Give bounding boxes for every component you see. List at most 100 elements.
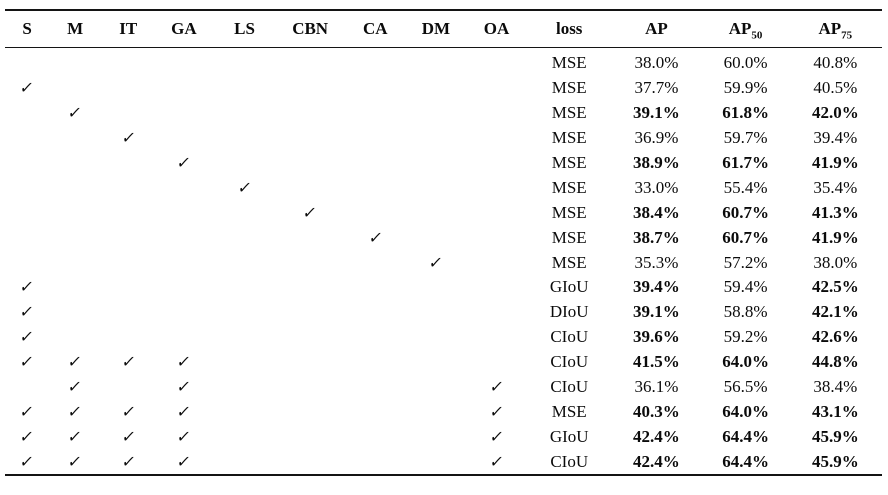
ap50-value-cell: 57.2% <box>723 252 768 272</box>
check-cell-oa <box>465 225 528 250</box>
check-cell-ca <box>344 76 407 101</box>
checkmark-icon: ✓ <box>119 451 137 471</box>
ap-value-cell: 39.1% <box>633 302 680 322</box>
loss-cell: MSE <box>551 227 587 247</box>
table-row-13: ✓ ✓ ✓ ✓ CIoU 41.5% 64.0% 44.8% <box>5 350 882 375</box>
check-cell-ls <box>212 48 276 76</box>
column-header-label: LS <box>234 19 255 38</box>
check-cell-it <box>101 101 155 126</box>
ap75-value-cell: 41.9% <box>811 227 859 247</box>
checkmark-icon: ✓ <box>175 377 193 397</box>
ap50-value-cell: 64.0% <box>722 401 769 421</box>
checkmark-icon: ✓ <box>66 377 84 397</box>
table-body: MSE 38.0% 60.0% 40.8% ✓ MSE 37.7% 59.9% 40.5% ✓ MS… <box>5 48 882 476</box>
check-cell-cbn <box>277 275 344 300</box>
check-cell-cbn <box>277 375 344 400</box>
column-header-oa: OA <box>464 10 529 48</box>
column-header-label: AP <box>645 19 668 38</box>
check-cell-it <box>101 300 155 325</box>
checkmark-icon: ✓ <box>66 103 84 123</box>
check-cell-it: ✓ <box>101 399 155 424</box>
check-cell-dm <box>407 300 465 325</box>
ap-value-cell: 36.9% <box>634 128 679 148</box>
ap-value-cell: 39.1% <box>633 103 680 123</box>
check-cell-it: ✓ <box>101 126 155 151</box>
loss-cell: MSE <box>551 153 587 172</box>
check-cell-dm <box>407 48 465 76</box>
check-cell-m: ✓ <box>49 101 101 126</box>
checkmark-icon: ✓ <box>18 352 36 372</box>
check-cell-s <box>5 151 49 176</box>
check-cell-ga <box>155 101 212 126</box>
check-cell-dm <box>407 76 465 101</box>
check-cell-ga <box>155 48 212 76</box>
ap75-value-cell: 43.1% <box>811 401 859 421</box>
check-cell-oa <box>465 300 528 325</box>
column-header-label: AP <box>728 19 752 38</box>
column-header-label: GA <box>171 19 197 38</box>
checkmark-icon: ✓ <box>119 401 137 421</box>
check-cell-it <box>101 375 155 400</box>
ap75-value-cell: 38.4% <box>813 377 858 397</box>
check-cell-s <box>5 375 49 400</box>
ap-value-cell: 37.7% <box>634 78 679 98</box>
loss-cell: MSE <box>551 78 587 98</box>
check-cell-ca <box>344 126 407 151</box>
check-cell-s: ✓ <box>5 399 49 424</box>
table-row-14: ✓ ✓ ✓ CIoU 36.1% 56.5% 38.4% <box>5 375 882 400</box>
ap75-value-cell: 42.6% <box>811 327 859 347</box>
check-cell-ga: ✓ <box>155 449 212 475</box>
check-cell-dm <box>407 350 465 375</box>
checkmark-icon: ✓ <box>119 426 137 446</box>
check-cell-s: ✓ <box>5 76 49 101</box>
check-cell-it: ✓ <box>101 350 155 375</box>
checkmark-icon: ✓ <box>66 401 84 421</box>
check-cell-ca <box>344 449 407 475</box>
check-cell-ls <box>212 151 276 176</box>
checkmark-icon: ✓ <box>18 277 36 297</box>
check-cell-s: ✓ <box>5 325 49 350</box>
check-cell-oa <box>465 350 528 375</box>
check-cell-it <box>101 200 155 225</box>
check-cell-oa: ✓ <box>465 375 528 400</box>
table-row-8: ✓ MSE 38.7% 60.7% 41.9% <box>5 225 882 250</box>
checkmark-icon: ✓ <box>175 352 193 372</box>
check-cell-cbn <box>277 399 344 424</box>
check-cell-oa <box>465 325 528 350</box>
column-header-label: M <box>67 19 84 38</box>
checkmark-icon: ✓ <box>488 401 506 421</box>
loss-cell: CIoU <box>550 377 589 397</box>
loss-cell: MSE <box>551 53 587 73</box>
ap-value-cell: 38.9% <box>633 153 680 172</box>
checkmark-icon: ✓ <box>236 177 253 197</box>
check-cell-cbn <box>277 101 344 126</box>
check-cell-oa <box>465 48 528 76</box>
ap75-value-cell: 39.4% <box>813 128 858 148</box>
check-cell-cbn <box>277 325 344 350</box>
check-cell-dm <box>407 225 465 250</box>
check-cell-m <box>49 325 101 350</box>
column-header-ga: GA <box>155 10 213 48</box>
check-cell-ga <box>155 325 212 350</box>
ap-value-cell: 41.5% <box>633 352 680 372</box>
check-cell-oa <box>465 151 528 176</box>
ap50-value-cell: 60.7% <box>722 202 769 222</box>
ap-value-cell: 36.1% <box>634 377 679 397</box>
ablation-table-container: S M IT GA LS CBN CA DM OA loss AP AP50 AP75 MSE 38.0%… <box>5 9 882 477</box>
ap50-value-cell: 61.7% <box>722 153 769 172</box>
ap75-value-cell: 45.9% <box>811 426 859 446</box>
check-cell-cbn <box>277 175 344 200</box>
checkmark-icon: ✓ <box>301 202 319 222</box>
check-cell-cbn <box>277 76 344 101</box>
column-header-label: CBN <box>292 19 329 38</box>
check-cell-ls <box>212 399 276 424</box>
check-cell-ga <box>155 225 212 250</box>
check-cell-dm: ✓ <box>407 250 465 275</box>
ap75-value-cell: 40.5% <box>813 78 858 98</box>
table-row-6: ✓ MSE 33.0% 55.4% 35.4% <box>5 175 882 200</box>
check-cell-ls <box>212 200 276 225</box>
check-cell-m <box>49 76 101 101</box>
check-cell-it <box>101 76 155 101</box>
check-cell-ls <box>212 300 276 325</box>
checkmark-icon: ✓ <box>18 426 36 446</box>
